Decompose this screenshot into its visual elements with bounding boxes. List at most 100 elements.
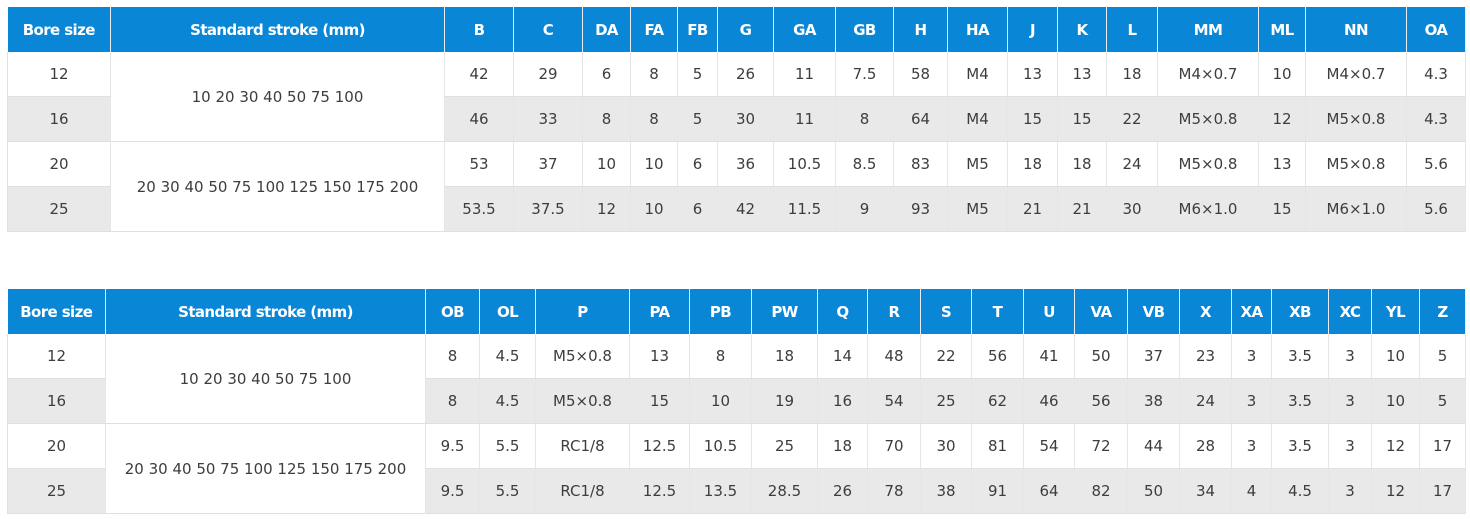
dimension-cell: 30 <box>920 423 972 469</box>
bore-size-cell: 20 <box>7 423 106 469</box>
dimension-cell: 11 <box>773 52 836 97</box>
dimension-cell: 8 <box>582 96 631 142</box>
dimension-cell: 50 <box>1127 468 1180 514</box>
dimension-cell: 12 <box>1371 468 1420 514</box>
dimension-cell: 9.5 <box>425 468 480 514</box>
dimension-cell: 3.5 <box>1271 423 1329 469</box>
column-header: ML <box>1258 7 1306 52</box>
dimensions-table-2: Bore size Standard stroke (mm) OB OL P PA PB PW… <box>7 289 1466 514</box>
dimension-cell: 9.5 <box>425 423 480 469</box>
column-header: DA <box>582 7 631 52</box>
column-header: OB <box>425 289 480 334</box>
dimension-cell: 17 <box>1419 423 1466 469</box>
dimension-cell: 10.5 <box>773 141 836 187</box>
dimension-cell: 11 <box>773 96 836 142</box>
dimension-cell: 91 <box>971 468 1024 514</box>
column-header: FA <box>630 7 678 52</box>
dimension-cell: 18 <box>1106 52 1158 97</box>
dimension-cell: 64 <box>1023 468 1075 514</box>
dimension-cell: 15 <box>1258 186 1306 232</box>
dimension-cell: M5×0.8 <box>1305 96 1407 142</box>
column-header: Bore size <box>7 289 106 334</box>
column-header: S <box>920 289 972 334</box>
bore-size-cell: 12 <box>7 52 111 97</box>
dimension-cell: 12.5 <box>629 423 690 469</box>
dimension-cell: 12 <box>1258 96 1306 142</box>
table-row: 20 20 30 40 50 75 100 125 150 175 200 53 37… <box>7 141 1466 232</box>
dimension-cell: 13 <box>1258 141 1306 187</box>
dimension-cell: M5×0.8 <box>1157 96 1259 142</box>
dimension-cell: 5.5 <box>479 468 536 514</box>
dimension-cell: RC1/8 <box>535 423 630 469</box>
dimension-cell: 30 <box>717 96 774 142</box>
dimension-cell: 18 <box>1057 141 1107 187</box>
column-header: GB <box>835 7 894 52</box>
bore-size-cell: 25 <box>7 186 111 232</box>
dimension-cell: 28 <box>1179 423 1232 469</box>
dimension-cell: 8 <box>630 96 678 142</box>
column-header: B <box>444 7 514 52</box>
dimension-cell: 26 <box>717 52 774 97</box>
dimension-cell: 19 <box>751 378 818 424</box>
column-header: G <box>717 7 774 52</box>
dimension-cell: 13 <box>1057 52 1107 97</box>
dimension-cell: 15 <box>1007 96 1058 142</box>
dimension-cell: M6×1.0 <box>1157 186 1259 232</box>
column-header: XC <box>1328 289 1372 334</box>
column-header: NN <box>1305 7 1407 52</box>
column-header: VB <box>1127 289 1180 334</box>
column-header: Z <box>1419 289 1466 334</box>
dimension-cell: 24 <box>1179 378 1232 424</box>
dimension-cell: 5 <box>677 52 718 97</box>
column-header: PB <box>689 289 752 334</box>
dimension-cell: 50 <box>1074 334 1128 379</box>
column-header: XA <box>1231 289 1272 334</box>
column-header: C <box>513 7 583 52</box>
dimension-cell: 10.5 <box>689 423 752 469</box>
dimension-cell: 3 <box>1231 378 1272 424</box>
dimension-cell: 10 <box>1371 378 1420 424</box>
column-header: H <box>893 7 948 52</box>
dimension-cell: 23 <box>1179 334 1232 379</box>
column-header: Standard stroke (mm) <box>110 7 445 52</box>
column-header: X <box>1179 289 1232 334</box>
dimension-cell: 34 <box>1179 468 1232 514</box>
dimension-cell: 54 <box>1023 423 1075 469</box>
dimension-cell: 10 <box>630 186 678 232</box>
dimension-cell: 15 <box>629 378 690 424</box>
column-header: Q <box>817 289 868 334</box>
column-header: FB <box>677 7 718 52</box>
dimension-cell: 12 <box>582 186 631 232</box>
dimension-cell: 3 <box>1328 378 1372 424</box>
dimension-cell: 24 <box>1106 141 1158 187</box>
column-header: GA <box>773 7 836 52</box>
dimension-cell: 44 <box>1127 423 1180 469</box>
table-row: 25 9.5 5.5 RC1/8 12.5 13.5 28.5 26 78 38 91 64 82 50 3… <box>7 468 1466 514</box>
dimension-cell: 7.5 <box>835 52 894 97</box>
dimension-cell: 12 <box>1371 423 1420 469</box>
standard-stroke-cell: 10 20 30 40 50 75 100 <box>110 52 445 142</box>
column-header: VA <box>1074 289 1128 334</box>
dimension-cell: 14 <box>817 334 868 379</box>
dimension-cell: M6×1.0 <box>1305 186 1407 232</box>
dimension-cell: 58 <box>893 52 948 97</box>
dimension-cell: 70 <box>867 423 921 469</box>
dimension-cell: 81 <box>971 423 1024 469</box>
dimension-cell: M5×0.8 <box>1157 141 1259 187</box>
dimension-cell: 30 <box>1106 186 1158 232</box>
dimension-cell: 25 <box>751 423 818 469</box>
dimension-cell: 16 <box>817 378 868 424</box>
column-header: U <box>1023 289 1075 334</box>
dimension-cell: 6 <box>677 141 718 187</box>
dimension-cell: 11.5 <box>773 186 836 232</box>
table-header-row: Bore size Standard stroke (mm) B C DA FA FB G GA… <box>7 7 1466 52</box>
dimension-cell: 4.5 <box>479 334 536 379</box>
dimension-cell: M4×0.7 <box>1305 52 1407 97</box>
dimension-cell: M4×0.7 <box>1157 52 1259 97</box>
dimension-cell: 5.6 <box>1406 186 1466 232</box>
column-header: L <box>1106 7 1158 52</box>
dimension-cell: 41 <box>1023 334 1075 379</box>
dimension-cell: 56 <box>971 334 1024 379</box>
dimension-cell: 4.3 <box>1406 52 1466 97</box>
column-header: HA <box>947 7 1008 52</box>
